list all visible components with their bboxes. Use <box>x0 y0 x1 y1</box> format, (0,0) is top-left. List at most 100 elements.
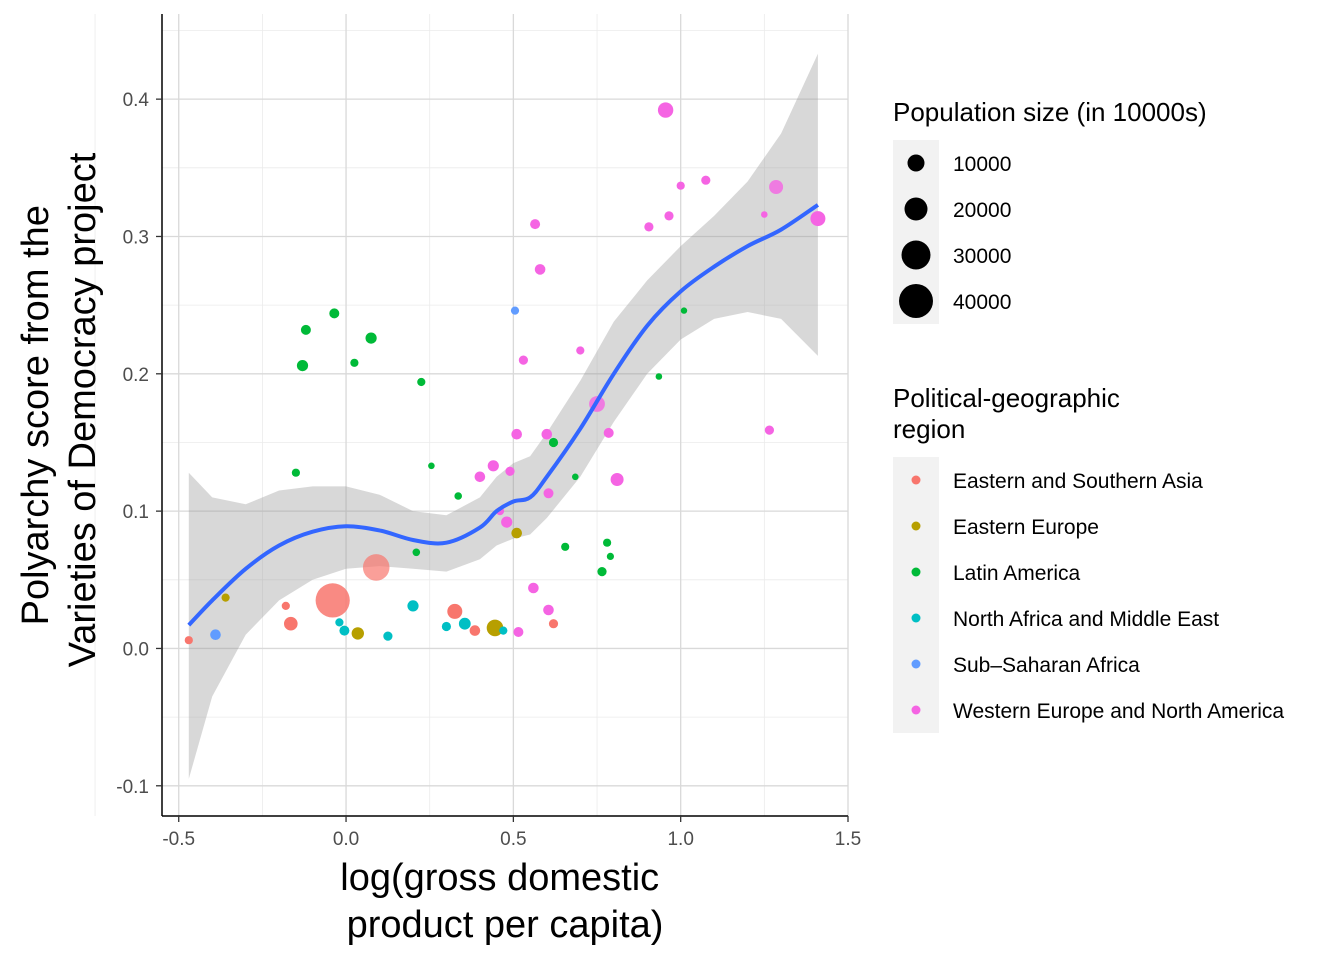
data-point <box>561 542 570 551</box>
smooth-confidence-band <box>188 53 818 779</box>
color-legend-label: North Africa and Middle East <box>953 608 1219 631</box>
color-legend-key <box>911 521 921 531</box>
color-legend-label: Sub–Saharan Africa <box>953 654 1140 677</box>
data-point <box>454 492 463 500</box>
data-point <box>300 324 311 335</box>
color-legend-key-background <box>893 457 939 733</box>
data-point <box>417 377 426 387</box>
size-legend-key <box>907 154 925 172</box>
data-point <box>534 264 546 275</box>
y-axis-title-line-2: Varieties of Democracy project <box>62 152 104 667</box>
data-point <box>541 428 553 440</box>
color-legend-title-line-1: Political-geographic <box>893 383 1120 413</box>
color-legend-key <box>911 659 921 669</box>
data-point <box>315 583 350 618</box>
data-point <box>603 538 612 547</box>
data-point <box>474 471 486 483</box>
data-point <box>597 567 607 577</box>
x-tick-label: 1.5 <box>835 829 861 850</box>
data-point <box>458 617 471 630</box>
data-point <box>548 619 559 629</box>
x-axis-title-line-2: product per capita) <box>347 904 664 946</box>
size-legend-label: 40000 <box>953 291 1011 314</box>
data-point <box>576 346 585 355</box>
data-point <box>518 355 529 365</box>
grid-minor <box>94 14 848 816</box>
x-tick-label: 0.5 <box>500 829 526 850</box>
data-point <box>487 460 499 472</box>
color-legend-label: Eastern Europe <box>953 516 1099 539</box>
data-point <box>339 625 350 636</box>
data-point <box>644 222 654 232</box>
color-legend-title: Political-geographic region <box>893 383 1127 444</box>
data-point <box>664 211 674 221</box>
size-legend-label: 10000 <box>953 153 1011 176</box>
data-point <box>486 619 504 637</box>
data-point <box>412 548 421 557</box>
color-legend-key <box>911 475 921 485</box>
y-tick-label: 0.4 <box>123 90 150 111</box>
size-legend-key <box>901 240 931 270</box>
data-point <box>351 627 364 640</box>
data-point <box>606 552 615 561</box>
data-point <box>769 180 784 194</box>
data-point <box>210 629 221 640</box>
data-point <box>610 473 624 486</box>
data-point <box>548 437 559 448</box>
data-point <box>291 468 300 477</box>
data-point <box>543 488 554 499</box>
x-axis-ticks: -0.5 0.0 0.5 1.0 1.5 <box>162 816 861 850</box>
color-legend-title-line-2: region <box>893 414 965 444</box>
data-point <box>441 621 451 632</box>
plot-panel <box>94 14 849 816</box>
size-legend-key <box>899 284 933 318</box>
color-legend-label: Latin America <box>953 562 1081 585</box>
data-point <box>505 466 515 476</box>
data-point <box>501 516 513 528</box>
y-tick-label: 0.3 <box>123 227 149 248</box>
size-legend-keys: 10000 20000 30000 40000 <box>899 153 1011 318</box>
data-point <box>513 627 524 637</box>
data-point <box>530 219 541 230</box>
x-axis-title: log(gross domestic product per capita) <box>340 857 669 946</box>
y-axis-title: Polyarchy score from the Varieties of De… <box>15 152 104 667</box>
data-point <box>428 462 435 470</box>
data-point <box>511 527 522 539</box>
data-point <box>335 618 344 627</box>
data-point <box>350 358 359 367</box>
y-axis-title-line-1: Polyarchy score from the <box>15 205 57 625</box>
data-point <box>764 425 775 435</box>
data-point <box>676 181 685 190</box>
color-legend-label: Western Europe and North America <box>953 700 1284 723</box>
color-legend-key <box>911 613 921 623</box>
data-point <box>284 616 298 631</box>
y-tick-label: 0.0 <box>123 639 149 660</box>
data-point <box>655 373 663 380</box>
data-point <box>511 428 522 440</box>
x-tick-label: -0.5 <box>162 829 195 850</box>
color-legend: Political-geographic region Eastern and … <box>893 383 1284 733</box>
y-axis-ticks: -0.1 0.0 0.1 0.2 0.3 0.4 <box>116 90 162 798</box>
data-point <box>184 636 193 645</box>
data-points <box>184 102 826 645</box>
data-point <box>528 582 539 594</box>
size-legend-label: 20000 <box>953 199 1011 222</box>
data-point <box>510 306 520 315</box>
y-tick-label: 0.1 <box>123 502 149 523</box>
color-legend-key <box>911 705 921 715</box>
size-legend-title: Population size (in 10000s) <box>893 97 1207 127</box>
size-legend-label: 30000 <box>953 245 1011 268</box>
color-legend-key <box>911 567 921 577</box>
data-point <box>281 601 290 611</box>
data-point <box>221 593 230 602</box>
color-legend-label: Eastern and Southern Asia <box>953 470 1203 493</box>
data-point <box>365 332 377 344</box>
data-point <box>296 360 309 372</box>
data-point <box>572 473 579 481</box>
smooth-line <box>187 203 820 627</box>
data-point <box>603 427 614 438</box>
data-point <box>810 211 826 227</box>
x-tick-label: 1.0 <box>667 829 693 850</box>
data-point <box>447 603 463 619</box>
